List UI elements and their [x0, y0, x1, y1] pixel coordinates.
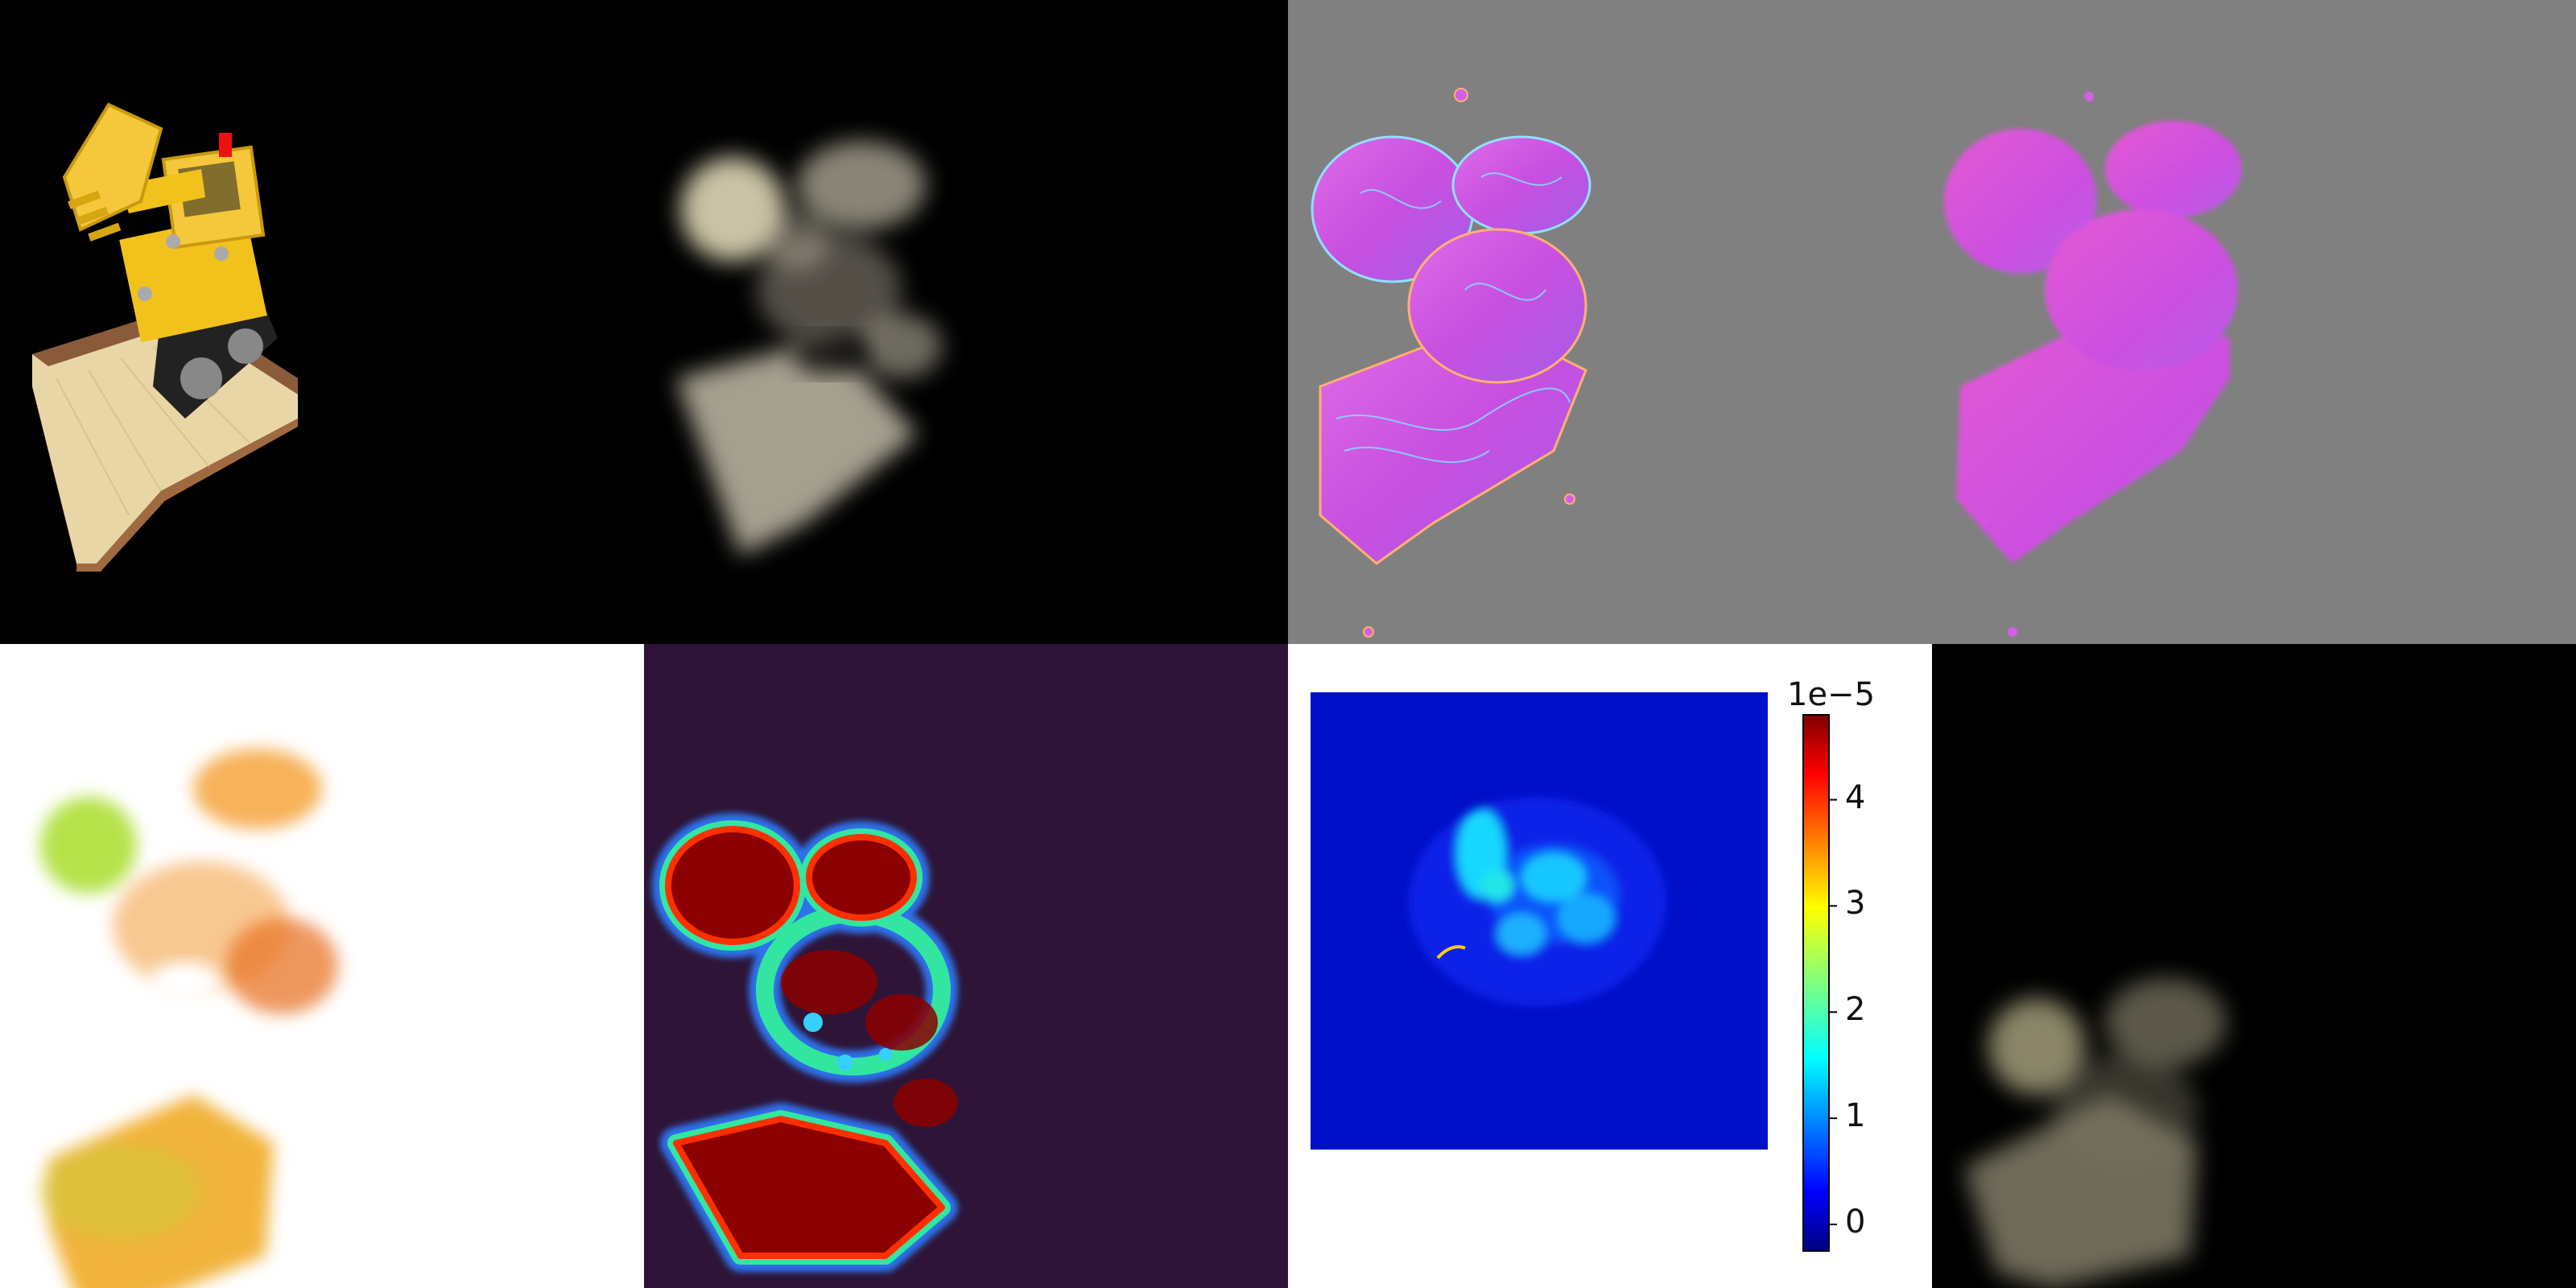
- error-heatmap-plot: [1311, 692, 1837, 1252]
- panel-color-blob-render: [0, 644, 644, 1288]
- colorbar: [1802, 714, 1830, 1252]
- panel-lego-render: [0, 0, 644, 644]
- colorbar-exponent-label: 1e−5: [1787, 676, 1876, 713]
- colorbar-tick-label: 4: [1845, 778, 1866, 816]
- normal-map-smooth-image: [1944, 92, 2242, 637]
- panel-error-heatmap: 1e−5 0 1 2 3 4: [1288, 644, 1932, 1288]
- colorbar-tick-label: 3: [1845, 885, 1866, 923]
- blurry-reconstruction-image: [676, 141, 942, 555]
- colorbar-tick-label: 0: [1845, 1203, 1866, 1241]
- heatmap-opacity-image: [652, 813, 958, 1272]
- dim-reconstruction-image: [1964, 978, 2226, 1288]
- colorbar-tick-label: 2: [1845, 991, 1866, 1029]
- color-blob-image: [40, 749, 338, 1288]
- panel-blurry-reconstruction: [644, 0, 1288, 644]
- normal-map-detailed-image: [1311, 88, 1591, 638]
- panel-normal-map-detailed: [1288, 0, 1932, 644]
- panel-heatmap-opacity: [644, 644, 1288, 1288]
- panel-normal-map-smooth: [1932, 0, 2576, 644]
- colorbar-tick-label: 1: [1845, 1097, 1866, 1135]
- lego-bulldozer-image: [32, 102, 298, 572]
- panel-dim-reconstruction: [1932, 644, 2576, 1288]
